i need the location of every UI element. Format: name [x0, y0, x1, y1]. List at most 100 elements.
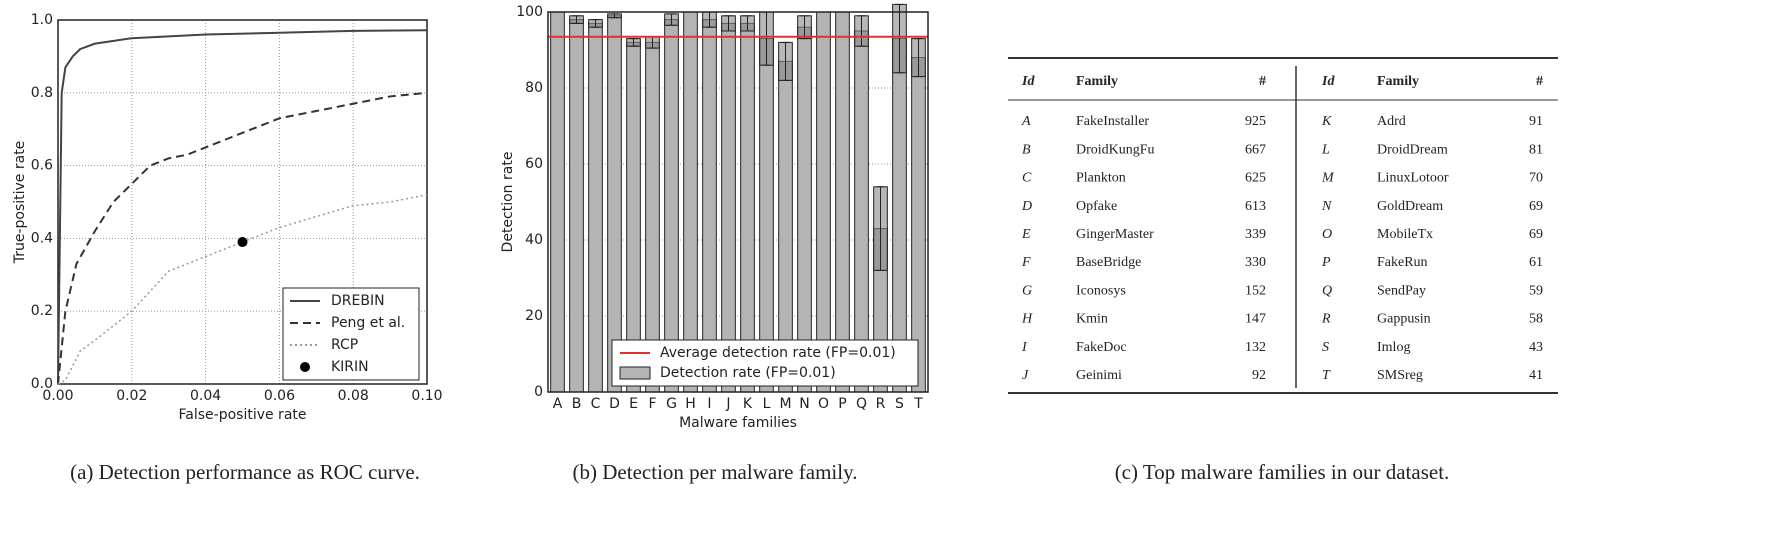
table-cell: 147 [1245, 312, 1266, 327]
table-cell: Plankton [1076, 171, 1126, 186]
y-tick-label: 40 [525, 232, 543, 248]
bar [892, 38, 907, 393]
table-cell: 69 [1529, 227, 1543, 242]
table-cell: M [1321, 171, 1335, 186]
x-tick-label: D [609, 396, 620, 412]
bar [550, 11, 565, 393]
error-bar [610, 13, 619, 19]
table-cell: T [1322, 368, 1331, 383]
table-cell: 667 [1245, 142, 1266, 157]
table-cell: 61 [1529, 255, 1543, 270]
table-cell: GingerMaster [1076, 227, 1154, 242]
table-cell: D [1021, 199, 1032, 214]
table-cell: G [1022, 283, 1032, 298]
table-cell: LinuxLotoor [1377, 171, 1449, 186]
error-bar [667, 13, 676, 26]
x-tick-label: 0.04 [190, 388, 221, 404]
bar [721, 22, 736, 393]
x-axis-label: Malware families [679, 415, 797, 431]
y-tick-label: 0.6 [31, 158, 53, 174]
error-bar [743, 15, 752, 32]
table-header: Family [1377, 74, 1419, 89]
table-header: # [1259, 74, 1266, 89]
table-cell: J [1022, 368, 1029, 383]
y-tick-label: 0.8 [31, 85, 53, 101]
y-tick-label: 60 [525, 156, 543, 172]
table-cell: 330 [1245, 255, 1266, 270]
table-cell: 92 [1252, 368, 1266, 383]
y-tick-label: 0.4 [31, 230, 53, 246]
x-tick-label: 0.08 [338, 388, 369, 404]
x-tick-label: A [553, 396, 563, 412]
bar [683, 11, 698, 393]
legend-label: Peng et al. [331, 315, 405, 331]
error-bar [629, 38, 638, 47]
x-tick-label: N [799, 396, 809, 412]
table-cell: Iconosys [1076, 283, 1126, 298]
x-tick-label: R [876, 396, 886, 412]
table-cell: E [1021, 227, 1031, 242]
y-tick-label: 0.0 [31, 376, 53, 392]
table-header: Id [1021, 74, 1035, 89]
table-cell: 81 [1529, 142, 1543, 157]
table-cell: 339 [1245, 227, 1266, 242]
y-tick-label: 0.2 [31, 303, 53, 319]
table-cell: L [1321, 142, 1330, 157]
x-tick-label: H [685, 396, 696, 412]
table-cell: DroidDream [1377, 142, 1448, 157]
y-tick-label: 0 [534, 384, 543, 400]
y-axis-label: Detection rate [500, 152, 516, 253]
legend-label: Detection rate (FP=0.01) [660, 365, 836, 381]
table-cell: I [1021, 340, 1028, 355]
caption: (c) Top malware families in our dataset. [1115, 460, 1450, 484]
line [57, 29, 428, 385]
x-tick-label: F [648, 396, 656, 412]
table-cell: A [1021, 114, 1031, 129]
bar [740, 22, 755, 393]
x-tick-label: G [666, 396, 677, 412]
table-cell: Adrd [1377, 114, 1406, 129]
bar [759, 38, 774, 393]
table-cell: Q [1322, 283, 1332, 298]
x-axis-label: False-positive rate [179, 407, 307, 423]
legend-label: RCP [331, 337, 358, 353]
legend-label: Average detection rate (FP=0.01) [660, 345, 896, 361]
table-cell: Gappusin [1377, 312, 1431, 327]
x-tick-label: I [707, 396, 711, 412]
error-bar [572, 15, 581, 24]
table-cell: SendPay [1377, 283, 1426, 298]
error-bar [800, 15, 809, 40]
bar [816, 11, 831, 393]
x-tick-label: E [629, 396, 638, 412]
x-tick-label: M [779, 396, 791, 412]
y-axis-label: True-positive rate [12, 141, 28, 265]
line [57, 193, 428, 385]
bar [664, 19, 679, 393]
table-cell: 43 [1529, 340, 1543, 355]
y-tick-label: 1.0 [31, 12, 53, 28]
legend-swatch [619, 366, 651, 380]
table-cell: B [1022, 142, 1031, 157]
table-cell: 613 [1245, 199, 1266, 214]
x-tick-label: T [913, 396, 923, 412]
legend-marker [300, 362, 310, 372]
table-cell: BaseBridge [1076, 255, 1141, 270]
error-bar [857, 15, 866, 47]
error-bar [914, 38, 923, 78]
table-cell: 132 [1245, 340, 1266, 355]
bar [797, 26, 812, 393]
table-cell: GoldDream [1377, 199, 1443, 214]
table-cell: K [1321, 114, 1332, 129]
table-cell: C [1022, 171, 1032, 186]
x-tick-label: B [572, 396, 582, 412]
table-header: Id [1321, 74, 1335, 89]
y-tick-label: 100 [516, 4, 543, 20]
y-tick-label: 80 [525, 80, 543, 96]
table-cell: P [1321, 255, 1331, 270]
table-cell: Kmin [1076, 312, 1108, 327]
x-tick-label: Q [856, 396, 867, 412]
plot-frame [57, 19, 428, 385]
bar [702, 19, 717, 393]
legend-label: DREBIN [331, 293, 385, 309]
